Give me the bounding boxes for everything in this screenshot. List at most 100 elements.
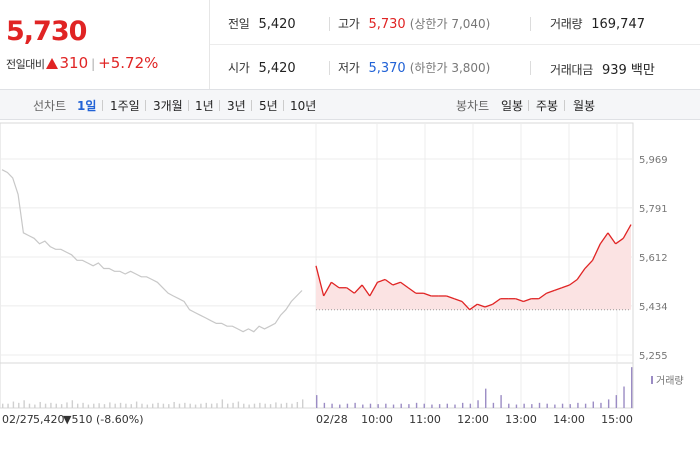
today-line-up-segment xyxy=(400,281,409,289)
prev-volume-bar xyxy=(44,403,47,408)
today-volume-bar xyxy=(346,403,349,408)
high-label: 고가 xyxy=(338,17,360,31)
today-line-up-segment xyxy=(377,278,386,283)
y-tick-label: 5,434 xyxy=(639,302,668,313)
prev-volume-bar xyxy=(82,402,84,408)
prev-volume-bar xyxy=(302,399,304,408)
tab-5year[interactable]: 5년 xyxy=(259,99,278,113)
price-lines xyxy=(1,169,632,333)
today-line-up-segment xyxy=(615,237,624,245)
today-volume-bar xyxy=(538,402,541,408)
prev-volume-bar xyxy=(227,403,229,408)
change-divider: | xyxy=(91,57,96,71)
prev-volume-bar xyxy=(146,404,149,408)
today-volume-bar xyxy=(362,404,364,408)
today-line-up-segment xyxy=(369,281,379,297)
open: 시가 5,420 xyxy=(228,59,296,76)
x-tick-label: 15:00 xyxy=(601,413,633,426)
today-up-fill xyxy=(316,224,631,310)
prev-volume-bar xyxy=(7,403,9,408)
today-line-up-segment xyxy=(477,303,486,308)
open-value: 5,420 xyxy=(258,61,296,76)
today-line-up-segment xyxy=(538,292,547,300)
tab-3year[interactable]: 3년 xyxy=(227,99,246,113)
prev-volume-bar xyxy=(34,404,36,408)
today-line-up-segment xyxy=(384,278,394,286)
volume: 거래량 169,747 xyxy=(550,15,645,32)
tab-weekly[interactable]: 주봉 xyxy=(536,99,559,113)
today-volume-bar xyxy=(454,404,456,408)
divider xyxy=(329,61,330,75)
today-line-up-segment xyxy=(361,284,371,297)
open-label: 시가 xyxy=(228,61,250,75)
today-volume-bar xyxy=(631,367,633,408)
change-label: 전일대비 xyxy=(6,58,45,71)
today-volume-bar xyxy=(584,403,587,408)
price-fill xyxy=(316,224,631,311)
prev-volume-bar xyxy=(66,402,68,408)
today-volume-bar xyxy=(339,404,341,408)
today-line-up-segment xyxy=(591,243,601,261)
tab-1day[interactable]: 1일 xyxy=(77,99,97,113)
today-line-up-segment xyxy=(599,232,609,245)
today-line-up-segment xyxy=(546,289,555,294)
prev-volume-bar xyxy=(23,400,25,408)
today-volume-bar xyxy=(400,403,402,408)
chart-labels: 5,255 5,434 5,612 5,791 5,969 거래량 02/27 5,420▼5… xyxy=(2,155,684,426)
current-price-box: 5,730 전일대비 310 | +5.72% xyxy=(0,0,210,89)
prev-volume-bar xyxy=(141,403,143,408)
prev-volume-bar xyxy=(93,403,95,408)
quote-header: 5,730 전일대비 310 | +5.72% 전일 5,420 고가 5,730 (상한가… xyxy=(0,0,700,89)
price-change: 전일대비 310 | +5.72% xyxy=(6,54,158,72)
trade-value-label: 거래대금 xyxy=(550,63,593,77)
today-volume-bar xyxy=(461,402,464,408)
tab-1year[interactable]: 1년 xyxy=(195,99,214,113)
change-amount: 310 xyxy=(59,54,89,72)
divider xyxy=(188,100,189,111)
prev-volume-bar xyxy=(130,404,132,408)
prev-day-change: ▼510 xyxy=(63,413,92,426)
prev-volume-bar xyxy=(109,402,111,408)
prev-volume-bar xyxy=(189,403,191,408)
tab-3month[interactable]: 3개월 xyxy=(153,99,183,113)
today-volume-bar xyxy=(477,400,479,408)
today-volume-bar xyxy=(523,403,525,408)
divider xyxy=(528,100,529,111)
volume-legend-label: 거래량 xyxy=(656,375,684,387)
prev-volume-bar xyxy=(135,401,138,408)
tab-monthly[interactable]: 월봉 xyxy=(573,99,596,113)
today-volume-bar xyxy=(577,402,579,408)
today-volume-bar xyxy=(415,402,418,408)
today-line-up-segment xyxy=(607,232,617,245)
x-tick-label: 10:00 xyxy=(361,413,393,426)
prev-volume-bar xyxy=(71,400,74,408)
x-tick-label: 12:00 xyxy=(457,413,489,426)
tab-daily[interactable]: 일봉 xyxy=(501,99,524,113)
today-line-up-segment xyxy=(492,298,501,305)
today-volume-bar xyxy=(546,403,548,408)
prev-volume-bar xyxy=(275,402,277,408)
today-volume-bar xyxy=(592,401,594,408)
prev-close-value: 5,420 xyxy=(258,17,296,32)
today-date-label: 02/28 xyxy=(316,413,348,426)
today-line-up-segment xyxy=(423,292,432,297)
divider xyxy=(102,100,103,111)
prev-volume-bar xyxy=(194,404,197,408)
today-volume-bar xyxy=(607,399,610,408)
tab-1week[interactable]: 1주일 xyxy=(110,99,140,113)
today-volume-bar xyxy=(600,402,602,408)
today-volume-bar xyxy=(500,395,502,408)
today-line-up-segment xyxy=(515,298,524,303)
today-volume-bar xyxy=(569,404,571,408)
prev-volume-bar xyxy=(60,404,63,408)
y-tick-label: 5,969 xyxy=(639,155,668,166)
prev-volume-bar xyxy=(210,403,213,408)
prev-volume-bar xyxy=(221,399,224,408)
prev-volume-bar xyxy=(232,402,234,408)
divider xyxy=(219,100,220,111)
today-volume-bar xyxy=(515,404,518,408)
today-line-up-segment xyxy=(576,268,586,280)
tab-10year[interactable]: 10년 xyxy=(290,99,317,113)
x-tick-label: 13:00 xyxy=(505,413,537,426)
y-tick-label: 5,612 xyxy=(639,253,668,264)
